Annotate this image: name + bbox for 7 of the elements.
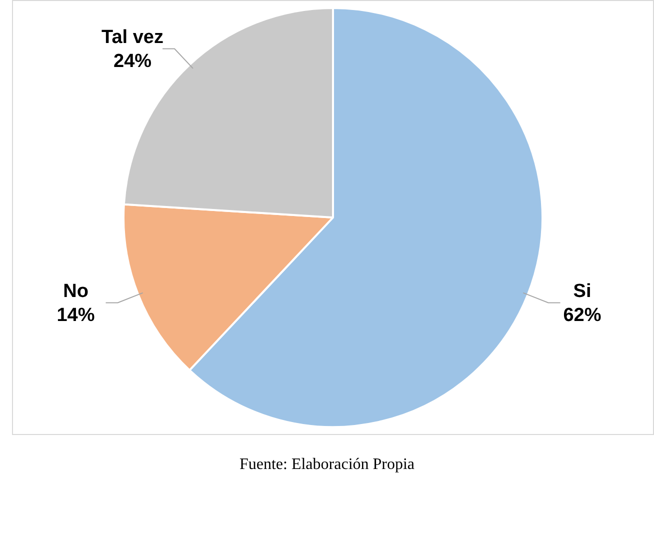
data-label: 24% (114, 50, 152, 72)
slice-label: Tal vez (102, 26, 164, 48)
data-label: 14% (56, 304, 95, 326)
source-note: Fuente: Elaboración Propia (238, 456, 416, 474)
data-label: 62% (563, 304, 602, 326)
slice-label: Si (573, 280, 592, 302)
slice-label: No (63, 280, 88, 302)
